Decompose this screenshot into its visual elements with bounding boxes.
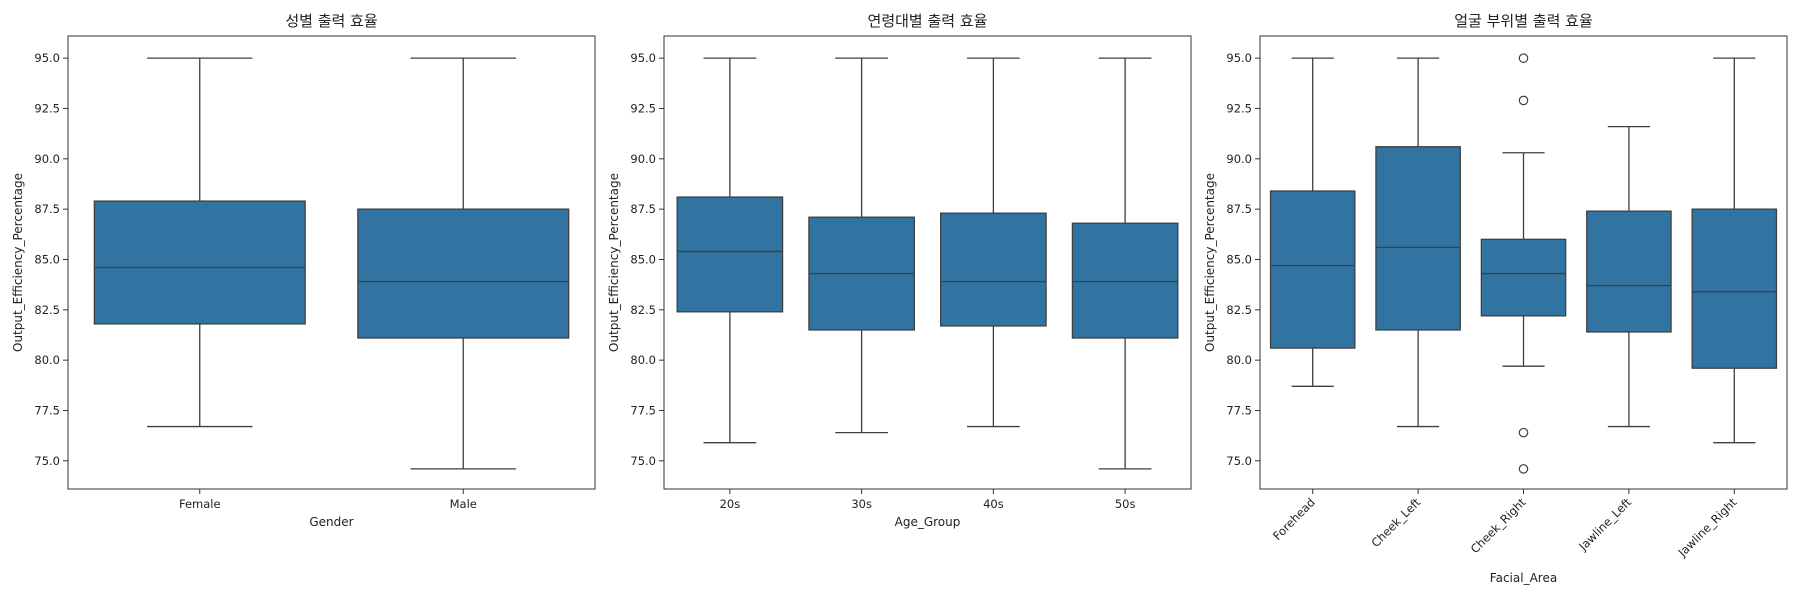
- y-tick-label: 77.5: [1226, 403, 1252, 417]
- box-Forehead: [1269, 57, 1356, 387]
- box-iqr: [1480, 238, 1567, 317]
- y-tick-label: 77.5: [630, 403, 656, 417]
- box-iqr: [1691, 208, 1778, 369]
- box-Jawline_Left: [1586, 125, 1672, 428]
- box-iqr: [676, 196, 784, 313]
- chart-title: 성별 출력 효율: [285, 12, 377, 30]
- box-Cheek_Right: [1480, 53, 1567, 474]
- y-tick-label: 75.0: [34, 454, 60, 468]
- y-tick-label: 92.5: [630, 101, 656, 115]
- chart-panel-2: 연령대별 출력 효율 75.0 77.5 80.0 82.5 85.0 87.5 90.0 92…: [607, 12, 1192, 529]
- box-iqr: [357, 208, 570, 339]
- x-tick-label: 20s: [720, 497, 741, 511]
- x-tick-label: 30s: [851, 497, 872, 511]
- y-tick-label: 82.5: [34, 303, 60, 317]
- chart-panel-1: 성별 출력 효율 75.0 77.5 80.0 82.5 85.0 87.5 90.0 92.5…: [11, 12, 596, 529]
- outlier-point: [1518, 464, 1529, 474]
- box-iqr: [93, 200, 306, 325]
- box-iqr: [1375, 146, 1461, 331]
- y-tick-label: 87.5: [630, 202, 656, 216]
- y-tick-label: 75.0: [1226, 454, 1252, 468]
- plot-frame: [67, 35, 596, 490]
- y-tick-label: 92.5: [1226, 101, 1252, 115]
- chart-panel-3: 얼굴 부위별 출력 효율 75.0 77.5 80.0 82.5 85.0 87.5 90.0…: [1203, 12, 1788, 585]
- y-tick-label: 95.0: [630, 51, 656, 65]
- y-tick-label: 87.5: [1226, 202, 1252, 216]
- box-Jawline_Right: [1691, 57, 1778, 444]
- y-tick-label: 85.0: [1226, 252, 1252, 266]
- y-tick-label: 90.0: [1226, 152, 1252, 166]
- box-iqr: [1269, 190, 1356, 349]
- y-tick-label: 80.0: [34, 353, 60, 367]
- y-tick-label: 90.0: [630, 152, 656, 166]
- y-axis-label: Output_Efficiency_Percentage: [607, 173, 621, 352]
- y-tick-label: 85.0: [630, 252, 656, 266]
- chart-title: 얼굴 부위별 출력 효율: [1454, 12, 1593, 30]
- box-Female: [93, 57, 306, 428]
- y-tick-label: 80.0: [1226, 353, 1252, 367]
- y-tick-label: 80.0: [630, 353, 656, 367]
- y-tick-label: 92.5: [34, 101, 60, 115]
- x-axis-label: Gender: [309, 515, 353, 529]
- x-tick-label: 40s: [983, 497, 1004, 511]
- box-iqr: [1071, 222, 1179, 339]
- box-Male: [357, 57, 570, 470]
- y-axis-label: Output_Efficiency_Percentage: [1203, 173, 1217, 352]
- box-20s: [676, 57, 784, 444]
- box-50s: [1071, 57, 1179, 470]
- box-iqr: [940, 212, 1047, 327]
- y-tick-label: 77.5: [34, 403, 60, 417]
- y-tick-label: 95.0: [34, 51, 60, 65]
- y-tick-label: 82.5: [630, 303, 656, 317]
- outlier-point: [1518, 95, 1529, 106]
- x-tick-label: Female: [179, 497, 221, 511]
- plot-frame: [1259, 35, 1788, 490]
- y-tick-label: 85.0: [34, 252, 60, 266]
- x-tick-label: Jawline_Right: [1675, 495, 1740, 560]
- x-tick-label: Forehead: [1270, 495, 1318, 543]
- x-tick-label: Cheek_Right: [1468, 495, 1529, 556]
- x-axis-label: Age_Group: [895, 515, 961, 529]
- box-Cheek_Left: [1375, 57, 1461, 428]
- x-tick-label: Male: [450, 497, 477, 511]
- x-tick-label: 50s: [1115, 497, 1136, 511]
- y-axis-label: Output_Efficiency_Percentage: [11, 173, 25, 352]
- box-iqr: [1586, 210, 1672, 333]
- x-tick-label: Jawline_Left: [1575, 495, 1634, 554]
- outlier-point: [1518, 427, 1529, 438]
- outlier-point: [1518, 53, 1529, 63]
- box-30s: [808, 57, 915, 434]
- x-tick-label: Cheek_Left: [1368, 495, 1423, 550]
- plot-frame: [663, 35, 1192, 490]
- y-tick-label: 87.5: [34, 202, 60, 216]
- chart-title: 연령대별 출력 효율: [868, 12, 988, 30]
- y-tick-label: 95.0: [1226, 51, 1252, 65]
- x-axis-label: Facial_Area: [1490, 571, 1557, 585]
- y-tick-label: 75.0: [630, 454, 656, 468]
- y-tick-label: 82.5: [1226, 303, 1252, 317]
- box-40s: [940, 57, 1047, 428]
- y-tick-label: 90.0: [34, 152, 60, 166]
